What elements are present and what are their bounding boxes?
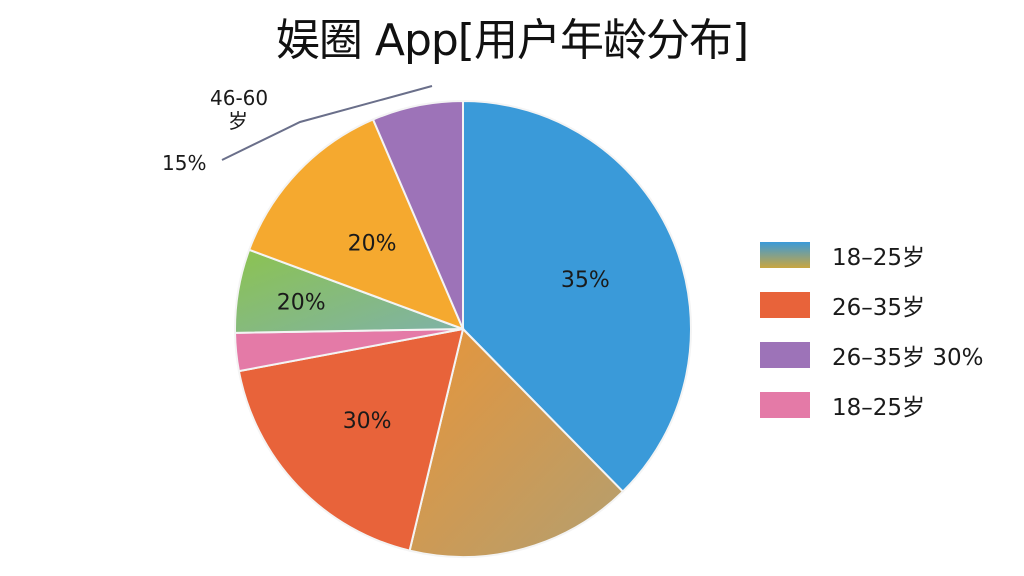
legend-item: 18–25岁 [760,388,1024,422]
callout-label-line-2: 岁 [228,109,248,133]
slice-data-label: 35% [561,268,610,293]
pie-slice [371,99,464,330]
legend-item: 18–25岁 [760,238,1024,272]
pie-slice [408,327,625,558]
slice-data-label: 20% [277,290,326,315]
legend-swatch [760,242,810,268]
pie-slice [237,327,465,552]
legend-label: 18–25岁 [832,395,926,421]
legend: 18–25岁 26–35岁 26–35岁 30% 18–25岁 [760,238,1024,438]
legend-label: 26–35岁 [832,295,926,321]
legend-label: 18–25岁 [832,245,926,271]
legend-swatch [760,292,810,318]
callout-annotation: 46-60 岁 15% [162,85,433,175]
slice-data-label: 30% [343,409,392,434]
legend-swatch [760,342,810,368]
legend-item: 26–35岁 30% [760,338,1024,372]
callout-value-label: 15% [162,151,206,175]
slice-data-label: 20% [348,232,397,257]
pie-slice [247,118,465,331]
callout-label-line-1: 46-60 [210,86,268,110]
legend-swatch [760,392,810,418]
pie-slice [462,99,692,493]
callout-leader-line [221,85,433,161]
chart-title: 娱圈 App[用户年龄分布] [275,15,749,66]
legend-item: 26–35岁 [760,288,1024,322]
legend-label: 26–35岁 30% [832,345,984,371]
